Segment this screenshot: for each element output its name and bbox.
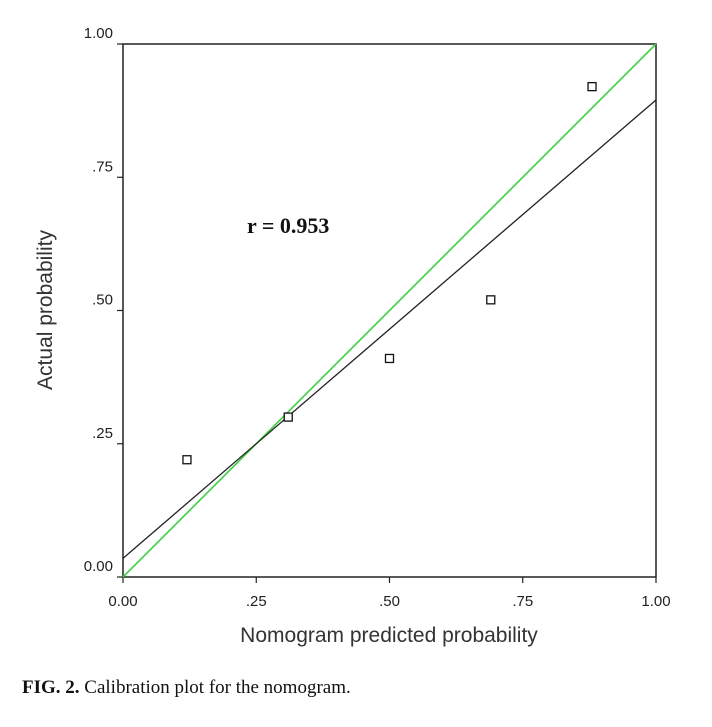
x-tick-label: 1.00 bbox=[641, 593, 670, 610]
data-point bbox=[283, 412, 293, 422]
reference-line bbox=[122, 43, 657, 578]
r-annotation: r = 0.953 bbox=[247, 213, 329, 238]
y-tick-label: .75 bbox=[92, 158, 113, 175]
x-tick-label: .25 bbox=[246, 593, 267, 610]
x-tick-label: .50 bbox=[379, 593, 400, 610]
data-point bbox=[182, 455, 192, 465]
fit-line bbox=[122, 99, 657, 559]
x-tick-label: 0.00 bbox=[108, 593, 137, 610]
y-tick-label: 0.00 bbox=[84, 558, 113, 575]
data-point bbox=[384, 353, 395, 364]
caption-label: FIG. 2. bbox=[22, 677, 80, 698]
calibration-chart: 0.00 .25 .50 .75 1.00 0.00 .25 .50 .75 1.00 r = 0… bbox=[34, 25, 671, 647]
caption-text: Calibration plot for the nomogram. bbox=[84, 677, 351, 698]
data-point bbox=[486, 295, 496, 305]
y-tick-label: .25 bbox=[92, 425, 113, 442]
line-group bbox=[122, 43, 657, 578]
y-axis-label: Actual probability bbox=[34, 230, 57, 390]
tick-group: 0.00 .25 .50 .75 1.00 0.00 .25 .50 .75 1.00 bbox=[84, 25, 671, 610]
figure-caption: FIG. 2. Calibration plot for the nomogra… bbox=[22, 677, 351, 699]
y-tick-label: .50 bbox=[92, 292, 113, 309]
data-point bbox=[587, 81, 597, 92]
x-tick-label: .75 bbox=[512, 593, 533, 610]
y-tick-label: 1.00 bbox=[84, 25, 113, 42]
x-axis-label: Nomogram predicted probability bbox=[240, 624, 538, 647]
point-group bbox=[182, 81, 597, 465]
